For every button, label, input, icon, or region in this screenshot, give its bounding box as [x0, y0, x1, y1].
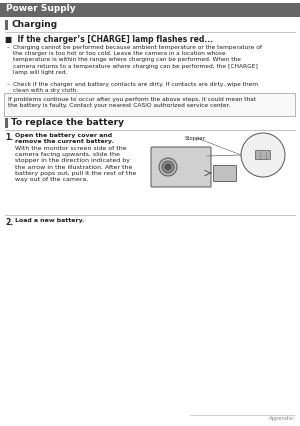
- Text: Charging: Charging: [11, 20, 57, 29]
- Text: 2.: 2.: [5, 218, 13, 227]
- Text: Check if the charger and battery contacts are dirty. If contacts are dirty, wipe: Check if the charger and battery contact…: [13, 82, 258, 93]
- Circle shape: [162, 161, 174, 173]
- Text: Power Supply: Power Supply: [6, 4, 76, 13]
- Circle shape: [159, 158, 177, 176]
- Text: –: –: [7, 82, 10, 87]
- Text: If problems continue to occur after you perform the above steps, it could mean t: If problems continue to occur after you …: [8, 97, 256, 108]
- Text: Open the battery cover and
remove the current battery.: Open the battery cover and remove the cu…: [15, 133, 114, 144]
- Text: Charging cannot be performed because ambient temperature or the temperature of
t: Charging cannot be performed because amb…: [13, 45, 262, 75]
- Text: With the monitor screen side of the
camera facing upwards, slide the
stopper in : With the monitor screen side of the came…: [15, 146, 136, 182]
- FancyBboxPatch shape: [214, 165, 236, 181]
- Text: Stopper: Stopper: [185, 136, 206, 141]
- Text: Appendix: Appendix: [269, 416, 294, 421]
- Circle shape: [165, 164, 171, 170]
- Bar: [5, 118, 8, 128]
- FancyBboxPatch shape: [151, 147, 211, 187]
- Bar: [0, 3, 300, 17]
- Text: –: –: [7, 45, 10, 50]
- Bar: [5, 20, 8, 30]
- Text: 1.: 1.: [5, 133, 13, 142]
- FancyBboxPatch shape: [256, 150, 271, 159]
- Text: Load a new battery.: Load a new battery.: [15, 218, 85, 223]
- FancyBboxPatch shape: [4, 92, 295, 115]
- Text: To replace the battery: To replace the battery: [11, 118, 124, 127]
- Text: ■  If the charger’s [CHARGE] lamp flashes red...: ■ If the charger’s [CHARGE] lamp flashes…: [5, 35, 213, 44]
- Circle shape: [241, 133, 285, 177]
